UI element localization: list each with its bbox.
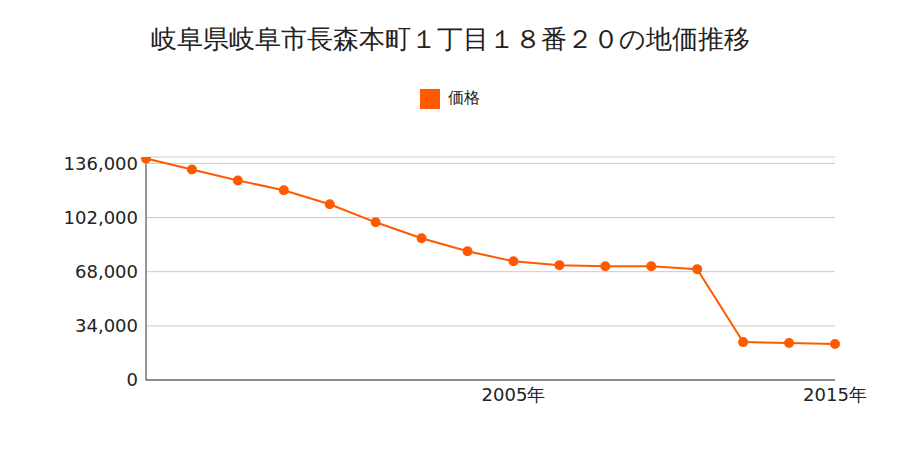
svg-text:68,000: 68,000 <box>75 261 138 282</box>
html-text:岐阜県岐阜市長森本町１丁目１８番２０の地価推移: 岐阜県岐阜市長森本町１丁目１８番２０の地価推移 <box>150 24 750 54</box>
svg-text:0: 0 <box>127 369 138 390</box>
svg-text:102,000: 102,000 <box>64 207 138 228</box>
svg-text:2015年: 2015年 <box>803 384 867 405</box>
svg-text:136,000: 136,000 <box>64 153 138 174</box>
svg-text:2005年: 2005年 <box>482 384 546 405</box>
html-text:価格: 価格 <box>448 88 480 107</box>
svg-text:34,000: 34,000 <box>75 315 138 336</box>
